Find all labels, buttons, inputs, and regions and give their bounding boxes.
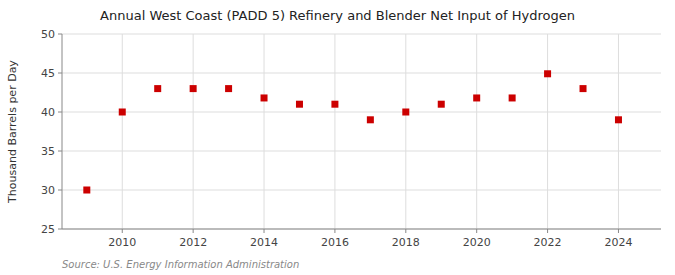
grid-line <box>264 34 265 229</box>
point <box>509 94 516 101</box>
grid-line <box>62 34 661 35</box>
point <box>438 101 445 108</box>
point <box>190 85 197 92</box>
tick <box>58 73 62 74</box>
tick <box>58 190 62 191</box>
grid-line <box>122 34 123 229</box>
grid-line <box>618 34 619 229</box>
point <box>367 116 374 123</box>
tick <box>58 112 62 113</box>
tick <box>547 229 548 233</box>
tick <box>264 229 265 233</box>
tick-label: 25 <box>41 223 55 236</box>
grid-line <box>476 34 477 229</box>
tick <box>58 34 62 35</box>
chart: Annual West Coast (PADD 5) Refinery and … <box>0 0 675 275</box>
point <box>331 101 338 108</box>
grid-line <box>62 112 661 113</box>
tick-label: 2012 <box>179 236 207 249</box>
point <box>402 109 409 116</box>
point <box>615 116 622 123</box>
grid-line <box>62 190 661 191</box>
point <box>544 70 551 77</box>
axes: 25 30 35 40 45 50 2010 2012 2014 2016 2018 2020 2022… <box>41 28 661 249</box>
tick-label: 45 <box>41 67 55 80</box>
point <box>83 187 90 194</box>
tick-label: 30 <box>41 184 55 197</box>
tick <box>193 229 194 233</box>
tick-label: 2022 <box>534 236 562 249</box>
points <box>83 70 622 193</box>
grid-line <box>62 151 661 152</box>
tick-label: 2024 <box>604 236 632 249</box>
tick-label: 2010 <box>108 236 136 249</box>
tick <box>122 229 123 233</box>
grid-line <box>405 34 406 229</box>
tick-label: 2018 <box>392 236 420 249</box>
point <box>296 101 303 108</box>
tick-label: 50 <box>41 28 55 41</box>
tick <box>405 229 406 233</box>
point <box>225 85 232 92</box>
tick-label: 2016 <box>321 236 349 249</box>
y-axis-line <box>62 34 63 229</box>
grid-line <box>547 34 548 229</box>
tick <box>334 229 335 233</box>
grid-line <box>193 34 194 229</box>
point <box>261 94 268 101</box>
tick <box>58 151 62 152</box>
grid-line <box>334 34 335 229</box>
grid-line <box>62 229 661 230</box>
tick-label: 2014 <box>250 236 278 249</box>
x-axis-line <box>62 229 661 230</box>
y-axis-label: Thousand Barrels per Day <box>6 60 19 204</box>
title: Annual West Coast (PADD 5) Refinery and … <box>100 8 575 23</box>
tick-label: 35 <box>41 145 55 158</box>
grid-line <box>62 73 661 74</box>
grid <box>62 34 661 229</box>
point <box>580 85 587 92</box>
point <box>154 85 161 92</box>
point <box>119 109 126 116</box>
tick <box>58 229 62 230</box>
point <box>473 94 480 101</box>
tick <box>476 229 477 233</box>
tick-label: 40 <box>41 106 55 119</box>
tick <box>618 229 619 233</box>
tick-label: 2020 <box>463 236 491 249</box>
source-note: Source: U.S. Energy Information Administ… <box>62 259 299 270</box>
